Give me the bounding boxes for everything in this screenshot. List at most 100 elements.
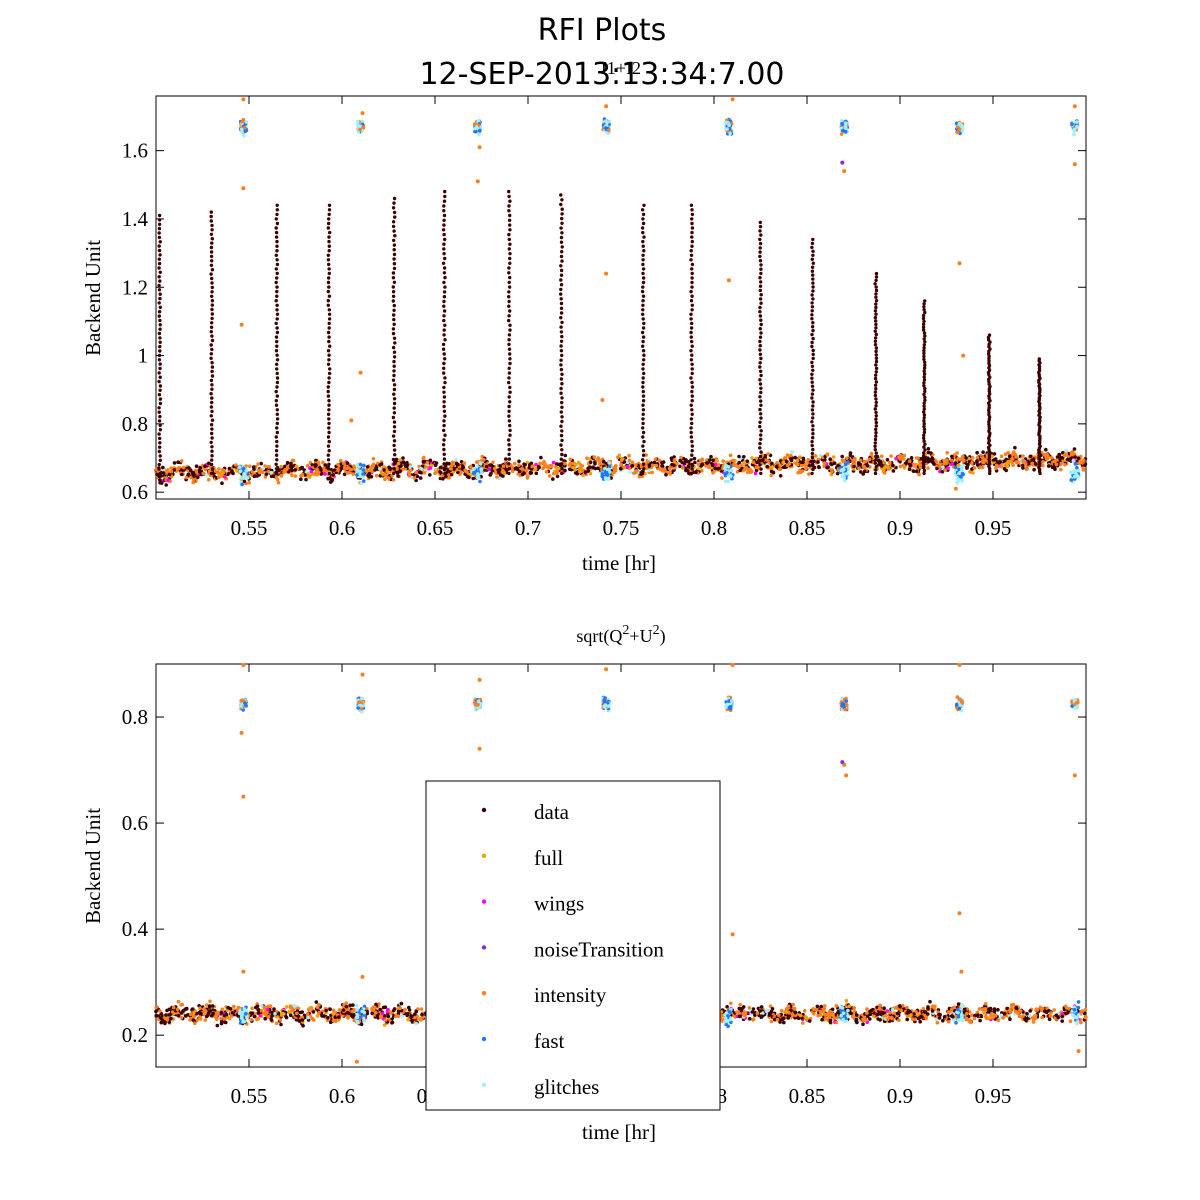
spike-point [874,305,878,310]
glitches-point [960,466,964,470]
spike-point [158,454,162,458]
intensity-point [968,470,972,474]
outlier-point [961,353,966,358]
spike-point [274,399,278,403]
glitches-point [1064,449,1069,453]
spike-point [210,365,215,369]
intensity-point [459,470,464,474]
glitches-point [238,469,243,474]
intensity-point [738,1003,742,1007]
spike-point [158,279,162,283]
data-point [390,1020,395,1025]
spike-point [987,422,991,426]
spike-point [442,352,446,356]
data-point [378,463,382,467]
data-point [342,472,347,477]
spike-point [921,454,926,458]
intensity-point [680,466,685,470]
data-point [1007,454,1012,459]
spike-point [507,232,511,237]
spike-point [560,334,564,339]
spike-point [874,380,879,384]
spike-point [327,276,331,280]
data-point [748,1017,752,1021]
spike-point [689,458,693,462]
data-point [313,463,318,467]
spike-point [442,400,446,404]
glitches-point [843,478,847,483]
intensity-point [279,473,284,478]
spike-point [392,350,397,354]
intensity-point [823,1004,827,1008]
spike-point [158,340,162,344]
spike-point [157,266,161,270]
full-point [315,1014,320,1018]
spike-point [209,356,213,360]
data-point [289,461,293,466]
glitches-point [476,475,481,479]
spike-point [690,462,694,466]
spike-point [274,335,279,339]
spike-point [275,385,279,389]
intensity-point [206,477,211,482]
spike-point [759,233,763,237]
data-point [862,469,867,474]
spike-point [442,447,446,452]
intensity-point [1031,1020,1036,1024]
intensity-point [858,458,863,463]
spike-point [759,467,763,471]
data-point [950,454,954,459]
spike-point [210,276,214,281]
data-point [534,471,539,476]
spike-point [507,366,511,370]
data-point [593,460,597,464]
spike-point [158,270,162,274]
intensity-point [711,471,715,475]
data-point [180,472,184,477]
spike-point [641,435,645,439]
data-point [345,461,350,466]
spike-point [922,407,926,411]
spike-point [560,448,564,452]
data-point [596,466,600,471]
data-point [323,463,328,467]
intensity-point [198,1006,202,1010]
spike-point [508,400,512,404]
spike-point [274,349,279,353]
spike-point [442,304,446,308]
spike-point [758,441,762,446]
spike-point [391,285,395,289]
spike-point [689,330,693,335]
spike-point [560,372,564,376]
spike-point [758,250,762,254]
spike-point [210,321,214,325]
spike-point [209,352,213,356]
glitches-point [476,472,480,476]
data-point [161,465,165,470]
intensity-point [473,122,478,126]
spike-point [441,228,446,232]
spike-point [689,403,693,407]
data-point [522,471,526,475]
spike-point [157,410,161,414]
spike-point [690,399,694,403]
data-point [539,455,543,460]
spike-point [874,410,878,415]
data-point [684,458,688,462]
spike-point [641,339,645,344]
intensity-point [179,459,184,463]
spike-point [559,330,564,334]
spike-point [810,471,814,476]
spike-point [391,457,396,462]
spike-point [690,217,694,221]
data-point [251,465,256,469]
spike-point [560,400,564,405]
bottom-plot-title: sqrt(Q2+U2) [576,623,665,647]
spike-point [442,333,446,337]
spike-point [327,249,331,253]
spike-point [642,371,646,376]
spike-point [560,471,564,476]
data-point [669,456,674,461]
data-point [563,468,567,473]
spike-point [690,212,695,217]
